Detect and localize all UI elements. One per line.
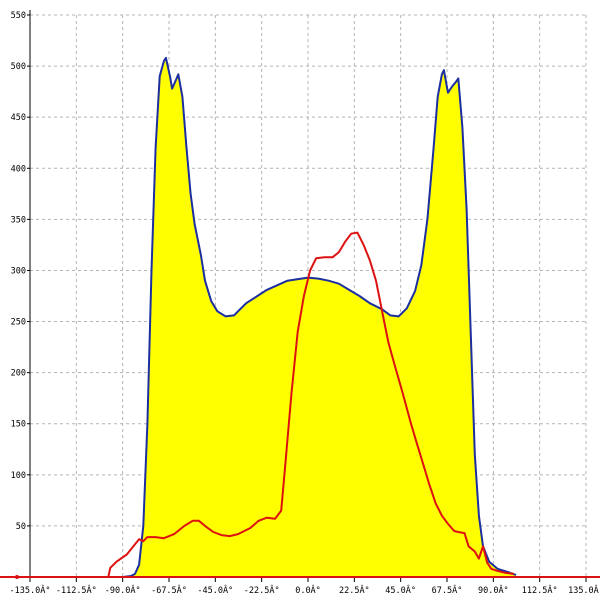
y-tick-label: 400: [11, 164, 26, 174]
x-tick-label: -90.0Â°: [105, 584, 141, 596]
x-tick-label: -22.5Â°: [244, 584, 280, 596]
origin-marker: [15, 575, 19, 579]
x-tick-label: 67.5Â°: [432, 584, 463, 596]
x-tick-label: 135.0Â°: [568, 584, 600, 596]
series-line-blue: [122, 56, 517, 578]
y-tick-label: 300: [11, 266, 26, 276]
tick-labels: 50 100 150 200 250 300 350 400 450 500 550 -135.0Â°…: [10, 11, 600, 596]
x-tick-label: -135.0Â°: [10, 584, 51, 596]
x-tick-label: -45.0Â°: [197, 584, 233, 596]
y-tick-label: 150: [11, 420, 26, 430]
line-layer: [107, 56, 517, 578]
x-tick-label: 45.0Â°: [385, 584, 416, 596]
x-tick-label: -67.5Â°: [151, 584, 187, 596]
x-tick-label: 22.5Â°: [339, 584, 370, 596]
x-tick-label: 112.5Â°: [522, 584, 558, 596]
y-tick-label: 450: [11, 113, 26, 123]
series-line-red: [107, 231, 515, 578]
y-tick-label: 200: [11, 369, 26, 379]
y-tick-label: 250: [11, 318, 26, 328]
x-tick-label: 90.0Â°: [478, 584, 509, 596]
y-tick-label: 50: [16, 522, 26, 532]
x-tick-label: -112.5Â°: [56, 584, 97, 596]
axes: [0, 10, 600, 582]
y-tick-label: 550: [11, 11, 26, 21]
y-tick-label: 500: [11, 62, 26, 72]
y-tick-label: 100: [11, 471, 26, 481]
y-tick-label: 350: [11, 215, 26, 225]
x-tick-label: 0.0Â°: [295, 584, 321, 596]
